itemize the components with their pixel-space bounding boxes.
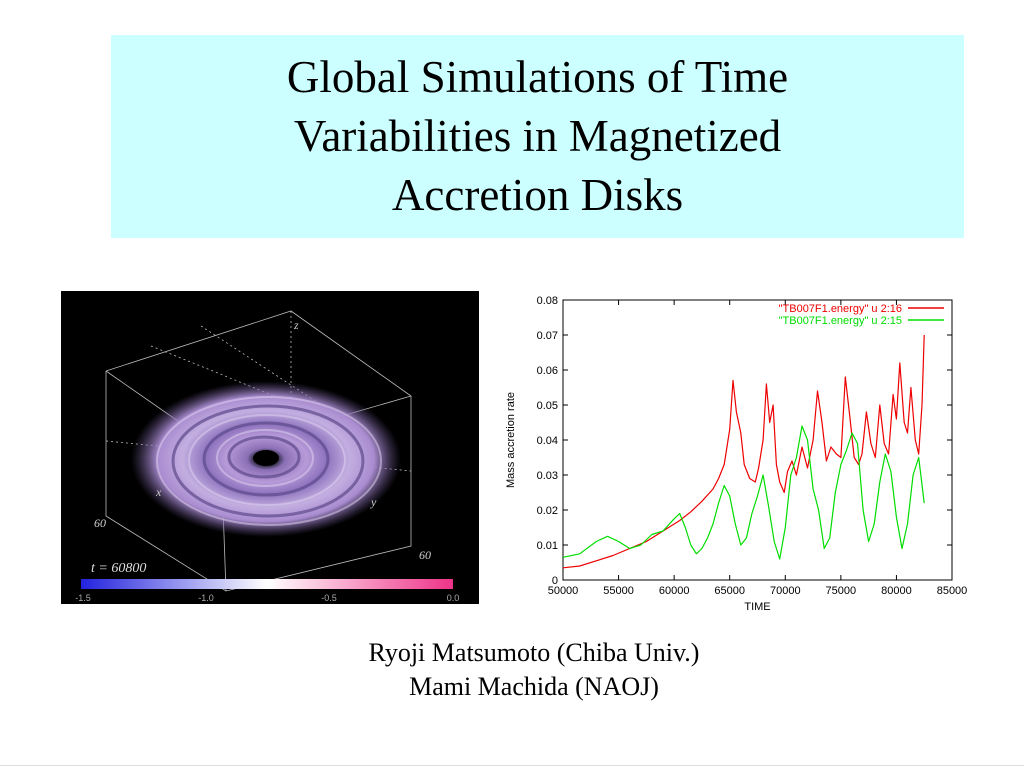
author-2: Mami Machida (NAOJ) bbox=[409, 672, 659, 701]
disk-spiral-arms bbox=[171, 404, 365, 518]
y-tick-label-3: 0.03 bbox=[537, 470, 558, 482]
chart-svg: 50000 55000 60000 65000 70000 75000 80000 85000… bbox=[505, 295, 968, 613]
axis-label-y: y bbox=[370, 495, 377, 509]
series-lines bbox=[562, 334, 925, 569]
colorbar-tick-1: -1.0 bbox=[198, 593, 214, 603]
plot-frame bbox=[562, 299, 953, 581]
black-hole bbox=[253, 450, 279, 466]
y-tick-label-0: 0 bbox=[552, 575, 558, 587]
authors: Ryoji Matsumoto (Chiba Univ.) Mami Machi… bbox=[200, 636, 868, 704]
legend-label-0: "TB007F1.energy" u 2:16 bbox=[779, 303, 902, 315]
legend: "TB007F1.energy" u 2:16"TB007F1.energy" … bbox=[779, 303, 944, 327]
x-tick-label-1: 55000 bbox=[603, 585, 634, 597]
colorbar-tick-2: -0.5 bbox=[321, 593, 337, 603]
x-tick-label-3: 65000 bbox=[714, 585, 745, 597]
corner-tick-right: 60 bbox=[419, 548, 431, 562]
bottom-rule bbox=[0, 765, 1024, 766]
slide-title: Global Simulations of Time Variabilities… bbox=[286, 52, 789, 220]
x-tick-label-4: 70000 bbox=[770, 585, 801, 597]
series-line-0 bbox=[562, 334, 925, 569]
corner-tick-left: 60 bbox=[94, 516, 106, 530]
simulation-render: z y x 60 60 t = 60800 -1.5 -1.0 -0.5 0.0 bbox=[75, 310, 460, 603]
y-tick-label-5: 0.05 bbox=[537, 400, 558, 412]
y-tick-label-4: 0.04 bbox=[537, 435, 558, 447]
axis-label-z: z bbox=[293, 318, 299, 332]
x-tick-label-0: 50000 bbox=[548, 585, 579, 597]
author-1: Ryoji Matsumoto (Chiba Univ.) bbox=[368, 638, 700, 667]
y-tick-label-1: 0.01 bbox=[537, 540, 558, 552]
colorbar-tick-0: -1.5 bbox=[75, 593, 91, 603]
axis-ticks: 50000 55000 60000 65000 70000 75000 80000 85000… bbox=[537, 295, 968, 597]
x-tick-label-6: 80000 bbox=[881, 585, 912, 597]
time-label: t = 60800 bbox=[91, 561, 146, 576]
series-line-1 bbox=[562, 425, 925, 560]
x-tick-label-7: 85000 bbox=[937, 585, 968, 597]
x-axis-label: TIME bbox=[744, 601, 770, 613]
axis-label-x: x bbox=[155, 485, 162, 499]
y-axis-label: Mass accretion rate bbox=[505, 392, 517, 488]
accretion-chart: 50000 55000 60000 65000 70000 75000 80000 85000… bbox=[496, 288, 980, 618]
colorbar bbox=[81, 579, 453, 589]
x-tick-label-5: 75000 bbox=[826, 585, 857, 597]
simulation-image: z y x 60 60 t = 60800 -1.5 -1.0 -0.5 0.0 bbox=[61, 291, 479, 604]
y-tick-label-7: 0.07 bbox=[537, 330, 558, 342]
x-tick-label-2: 60000 bbox=[659, 585, 690, 597]
y-tick-label-2: 0.02 bbox=[537, 505, 558, 517]
title-box: Global Simulations of Time Variabilities… bbox=[111, 35, 964, 238]
y-tick-label-8: 0.08 bbox=[537, 295, 558, 307]
y-tick-label-6: 0.06 bbox=[537, 365, 558, 377]
legend-label-1: "TB007F1.energy" u 2:15 bbox=[779, 315, 902, 327]
colorbar-tick-3: 0.0 bbox=[447, 593, 460, 603]
